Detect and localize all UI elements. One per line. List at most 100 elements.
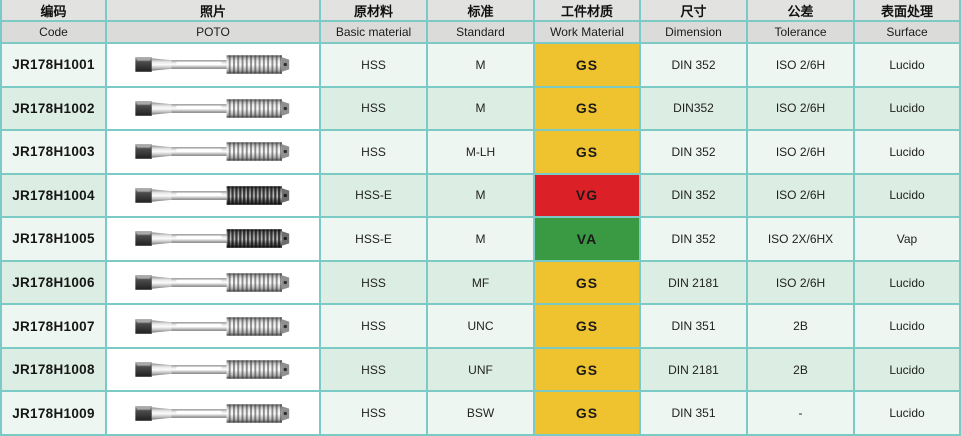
surface-cell: Vap [855,218,961,262]
code-cell: JR178H1007 [2,305,107,349]
tolerance-text: 2B [793,362,808,377]
basic-material-cell: HSS [321,392,428,436]
dimension-cell: DIN 352 [641,218,748,262]
basic-material-cell: HSS [321,131,428,175]
work-material-cell: GS [535,131,641,175]
photo-cell [107,305,321,349]
column-header-en: Code [2,22,107,44]
surface-cell: Lucido [855,261,961,306]
work-material-cell: GS [535,261,641,306]
photo-cell [107,87,321,132]
dimension-cell: DIN 352 [641,131,748,175]
tolerance-text: ISO 2/6H [775,275,826,290]
column-header-zh: 表面处理 [855,0,961,22]
tolerance-text: - [798,406,803,421]
surface-cell: Lucido [855,348,961,393]
dimension-cell: DIN 351 [641,392,748,436]
tolerance-cell: ISO 2/6H [748,44,855,88]
dimension-text: DIN 352 [671,144,716,159]
work-material-badge: GS [575,318,599,335]
tolerance-cell: ISO 2/6H [748,131,855,175]
photo-cell [107,392,321,436]
work-material-badge: GS [575,100,599,117]
surface-cell: Lucido [855,131,961,175]
work-material-cell: GS [535,392,641,436]
column-header-en: POTO [107,22,321,44]
column-header-en-label: Basic material [335,25,412,39]
tolerance-text: ISO 2/6H [775,188,826,203]
column-header-zh-label: 原材料 [353,3,393,19]
surface-cell: Lucido [855,174,961,219]
basic-material-text: HSS-E [355,231,392,246]
standard-cell: UNF [428,348,535,393]
work-material-badge: GS [575,361,599,378]
work-material-badge: GS [575,405,599,422]
standard-text: M [475,57,486,72]
tolerance-cell: 2B [748,348,855,393]
standard-text: M-LH [465,144,496,159]
column-header-zh-label: 工件材质 [560,3,613,19]
surface-text: Lucido [889,188,925,203]
basic-material-cell: HSS [321,44,428,88]
code-cell: JR178H1008 [2,348,107,393]
work-material-cell: GS [535,348,641,393]
column-header-zh-label: 尺寸 [680,3,707,19]
column-header-en: Surface [855,22,961,44]
tolerance-cell: ISO 2/6H [748,174,855,219]
surface-text: Lucido [889,319,925,334]
column-header-en: Basic material [321,22,428,44]
standard-text: UNC [467,319,494,334]
surface-text: Lucido [889,275,925,290]
surface-text: Lucido [889,362,925,377]
standard-cell: M [428,174,535,219]
dimension-text: DIN 352 [671,231,716,246]
surface-cell: Lucido [855,87,961,132]
tap-tool-photo [129,397,297,430]
surface-cell: Lucido [855,44,961,88]
tolerance-text: ISO 2/6H [775,144,826,159]
standard-cell: M [428,44,535,88]
surface-text: Lucido [889,144,925,159]
photo-cell [107,131,321,175]
standard-text: UNF [468,362,493,377]
surface-text: Lucido [889,406,925,421]
column-header-en: Tolerance [748,22,855,44]
column-header-zh: 原材料 [321,0,428,22]
tolerance-text: ISO 2X/6HX [767,231,834,246]
column-header-zh: 编码 [2,0,107,22]
standard-cell: M-LH [428,131,535,175]
basic-material-cell: HSS [321,261,428,306]
standard-cell: MF [428,261,535,306]
work-material-badge: VA [576,230,598,247]
column-header-zh: 标准 [428,0,535,22]
standard-text: MF [471,275,490,290]
tap-tool-photo [129,48,297,81]
column-header-en-label: Surface [886,25,928,39]
code-cell: JR178H1006 [2,261,107,306]
basic-material-cell: HSS [321,305,428,349]
dimension-cell: DIN 351 [641,305,748,349]
work-material-cell: VG [535,174,641,219]
basic-material-text: HSS [361,101,386,116]
basic-material-text: HSS [361,319,386,334]
column-header-zh-label: 表面处理 [880,3,933,19]
dimension-text: DIN 351 [671,319,716,334]
basic-material-text: HSS [361,406,386,421]
work-material-badge: GS [575,56,599,73]
basic-material-text: HSS [361,144,386,159]
surface-cell: Lucido [855,392,961,436]
column-header-en-label: Standard [456,25,505,39]
column-header-en: Work Material [535,22,641,44]
dimension-text: DIN352 [673,101,714,116]
standard-text: BSW [466,406,495,421]
code-text: JR178H1002 [12,100,95,116]
column-header-en-label: Work Material [550,25,624,39]
column-header-zh-label: 标准 [467,3,494,19]
column-header-zh-label: 编码 [40,3,67,19]
surface-text: Lucido [889,101,925,116]
column-header-en: Standard [428,22,535,44]
standard-cell: UNC [428,305,535,349]
basic-material-cell: HSS [321,87,428,132]
photo-cell [107,261,321,306]
dimension-text: DIN 351 [671,406,716,421]
